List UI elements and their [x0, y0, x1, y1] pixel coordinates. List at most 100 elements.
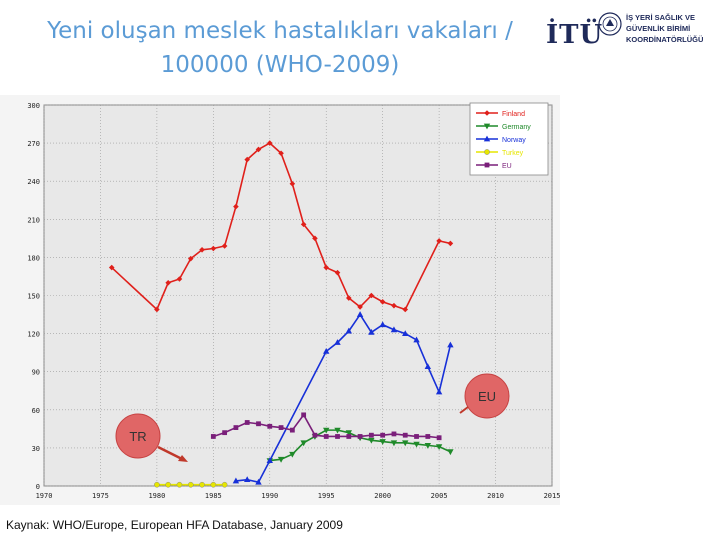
data-point — [210, 245, 217, 252]
data-point — [222, 430, 228, 436]
data-point — [435, 444, 443, 451]
data-point — [233, 203, 239, 210]
data-point — [300, 221, 307, 228]
y-tick-label: 120 — [27, 331, 40, 339]
callout-arrow — [459, 406, 469, 414]
callout-arrow — [157, 445, 183, 461]
data-point — [244, 476, 251, 483]
data-point — [323, 264, 330, 271]
data-point — [424, 442, 432, 449]
data-point — [414, 434, 419, 439]
data-point — [483, 135, 491, 142]
line-chart: 0 30 60 90 120 150 180 210 240 270 300 1970 1975 1980… — [0, 95, 560, 505]
data-point — [436, 435, 442, 441]
data-point — [301, 412, 307, 418]
data-point — [187, 481, 194, 488]
data-point — [187, 255, 194, 262]
data-point — [300, 440, 307, 447]
data-point — [289, 451, 296, 458]
data-point — [334, 269, 341, 276]
y-tick-label: 210 — [27, 216, 40, 224]
data-point — [312, 235, 318, 242]
x-tick-label: 1970 — [36, 492, 53, 500]
data-point — [379, 299, 386, 305]
series-line — [235, 313, 452, 484]
data-point — [447, 341, 454, 348]
data-point — [368, 437, 375, 444]
data-point — [278, 425, 284, 430]
data-point — [165, 280, 171, 286]
data-point — [483, 123, 491, 130]
data-point — [413, 336, 420, 343]
unit-name-line: GÜVENLİK BİRİMİ — [626, 24, 691, 33]
seal-icon — [598, 12, 622, 36]
data-point — [289, 427, 295, 433]
data-point — [379, 321, 386, 328]
x-tick-label: 2005 — [431, 492, 448, 500]
callout-eu: EU — [459, 373, 510, 419]
data-point — [323, 347, 330, 354]
data-point — [154, 306, 160, 313]
data-point — [391, 431, 397, 437]
y-tick-label: 150 — [27, 293, 40, 301]
data-point — [323, 427, 330, 434]
data-point — [379, 439, 386, 445]
data-point — [357, 304, 363, 310]
legend-label: Norway — [502, 137, 526, 144]
y-tick-label: 300 — [27, 102, 40, 110]
slide-title: Yeni oluşan meslek hastalıkları vakaları… — [47, 18, 513, 78]
data-point — [199, 481, 205, 488]
data-point — [436, 238, 442, 244]
data-point — [277, 456, 285, 463]
data-point — [266, 457, 273, 463]
data-point — [267, 423, 273, 429]
data-point — [255, 478, 262, 485]
data-point — [334, 427, 341, 434]
callout-tr: TR — [115, 413, 188, 462]
y-tick-label: 270 — [27, 140, 40, 148]
data-point — [154, 481, 160, 488]
data-point — [368, 292, 375, 299]
data-point — [413, 441, 420, 448]
data-point — [345, 327, 352, 334]
data-point — [357, 434, 363, 439]
y-tick-label: 60 — [32, 407, 40, 415]
itu-wordmark: İTÜ — [546, 20, 604, 50]
callout-bubble — [464, 373, 510, 419]
data-point — [108, 264, 115, 271]
legend: Finland Germany Norway Turkey EU — [469, 102, 549, 176]
x-tick-label: 2015 — [544, 492, 560, 500]
data-point — [402, 330, 409, 336]
data-point — [484, 162, 490, 168]
series-turkey — [154, 481, 228, 488]
data-point — [232, 477, 240, 484]
data-point — [346, 434, 352, 439]
data-point — [391, 302, 397, 309]
y-tick-label: 0 — [36, 483, 40, 491]
data-point — [402, 306, 409, 313]
data-point — [256, 421, 261, 427]
data-point — [447, 240, 454, 247]
source-note: Kaynak: WHO/Europe, European HFA Databas… — [6, 518, 343, 532]
itu-logo: İTÜ İŞ YERİ SAĞLIK VE GÜVENLİK BİRİMİ KO… — [544, 10, 712, 60]
data-point — [390, 440, 398, 447]
x-tick-label: 1985 — [205, 492, 222, 500]
callout-label: EU — [478, 389, 496, 404]
y-tick-label: 90 — [32, 369, 40, 377]
data-point — [233, 425, 239, 430]
data-point — [176, 276, 183, 282]
data-point — [484, 110, 490, 116]
x-tick-label: 1990 — [261, 492, 278, 500]
y-tick-label: 180 — [27, 254, 40, 262]
legend-label: Germany — [502, 124, 531, 131]
data-point — [312, 432, 318, 438]
unit-name-line: KOORDİNATÖRLÜĞÜ — [626, 35, 704, 44]
data-point — [425, 434, 431, 439]
x-tick-label: 1975 — [92, 492, 109, 500]
series-eu — [210, 412, 442, 441]
x-tick-label: 2000 — [374, 492, 391, 500]
unit-name: İŞ YERİ SAĞLIK VE GÜVENLİK BİRİMİ KOORDİ… — [626, 12, 703, 45]
arrow-head-icon — [178, 455, 188, 462]
data-point — [346, 295, 352, 301]
unit-name-line: İŞ YERİ SAĞLIK VE — [626, 13, 696, 22]
